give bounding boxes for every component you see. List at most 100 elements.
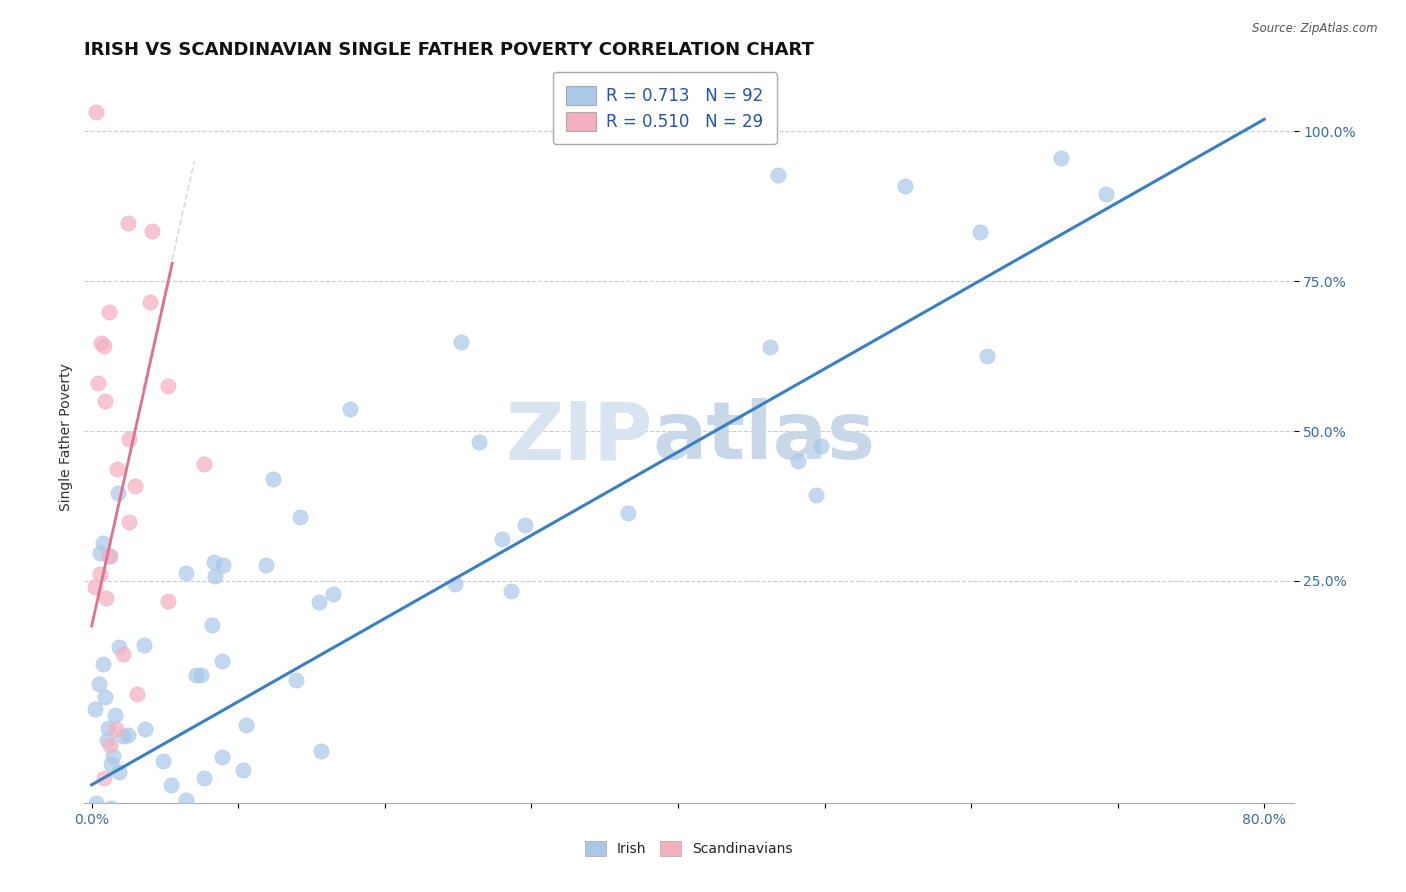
Point <box>159 778 181 792</box>
Point <box>96 733 118 747</box>
Point <box>141 224 163 238</box>
Point <box>98 549 121 563</box>
Point <box>308 595 330 609</box>
Point <box>254 558 277 572</box>
Point <box>969 225 991 239</box>
Point <box>101 876 124 890</box>
Point <box>759 340 782 354</box>
Point <box>134 722 156 736</box>
Point <box>97 722 120 736</box>
Point <box>107 853 129 867</box>
Point <box>1095 187 1118 202</box>
Y-axis label: Single Father Poverty: Single Father Poverty <box>59 363 73 511</box>
Point <box>157 594 180 608</box>
Point <box>309 744 332 758</box>
Point <box>190 667 212 681</box>
Point <box>90 807 112 822</box>
Point <box>101 749 124 764</box>
Point <box>89 566 111 581</box>
Point <box>232 763 254 777</box>
Point <box>491 532 513 546</box>
Point <box>89 677 111 691</box>
Point <box>93 771 115 785</box>
Point <box>118 515 141 529</box>
Text: atlas: atlas <box>652 398 876 476</box>
Point <box>98 738 121 752</box>
Point <box>444 576 467 591</box>
Point <box>124 479 146 493</box>
Point <box>93 690 115 704</box>
Point <box>98 549 121 563</box>
Point <box>238 854 260 868</box>
Point <box>810 439 832 453</box>
Point <box>100 801 122 815</box>
Point <box>111 647 134 661</box>
Point <box>152 755 174 769</box>
Point <box>1133 36 1156 50</box>
Point <box>97 852 120 866</box>
Point <box>94 839 117 854</box>
Point <box>174 793 197 807</box>
Point <box>211 750 233 764</box>
Point <box>204 568 226 582</box>
Point <box>555 805 578 820</box>
Point <box>976 349 998 363</box>
Point <box>112 729 135 743</box>
Point <box>184 667 207 681</box>
Point <box>94 394 117 409</box>
Text: IRISH VS SCANDINAVIAN SINGLE FATHER POVERTY CORRELATION CHART: IRISH VS SCANDINAVIAN SINGLE FATHER POVE… <box>84 41 814 59</box>
Point <box>322 587 344 601</box>
Point <box>93 840 115 855</box>
Point <box>201 618 224 632</box>
Point <box>100 756 122 771</box>
Point <box>97 835 120 849</box>
Point <box>97 304 120 318</box>
Point <box>173 6 195 21</box>
Point <box>104 708 127 723</box>
Point <box>105 806 128 821</box>
Point <box>117 216 139 230</box>
Point <box>202 555 225 569</box>
Point <box>1050 151 1073 165</box>
Point <box>90 335 112 350</box>
Point <box>117 728 139 742</box>
Point <box>107 640 129 654</box>
Point <box>139 295 162 310</box>
Point <box>104 854 127 868</box>
Point <box>766 168 789 182</box>
Point <box>198 812 221 826</box>
Point <box>84 701 107 715</box>
Point <box>87 376 110 390</box>
Point <box>118 432 141 446</box>
Point <box>94 839 117 854</box>
Point <box>105 462 128 476</box>
Point <box>134 638 156 652</box>
Point <box>211 654 233 668</box>
Point <box>125 688 148 702</box>
Point <box>101 847 124 862</box>
Point <box>105 722 128 736</box>
Point <box>894 179 917 194</box>
Point <box>90 807 112 822</box>
Text: Source: ZipAtlas.com: Source: ZipAtlas.com <box>1253 22 1378 36</box>
Point <box>89 546 111 560</box>
Point <box>193 772 215 786</box>
Point <box>84 580 107 594</box>
Point <box>787 454 810 468</box>
Point <box>235 718 257 732</box>
Point <box>96 591 118 606</box>
Point <box>450 334 472 349</box>
Point <box>468 435 491 450</box>
Point <box>501 584 523 599</box>
Point <box>284 673 307 687</box>
Text: ZIP: ZIP <box>505 398 652 476</box>
Point <box>157 379 180 393</box>
Point <box>84 104 107 119</box>
Point <box>193 457 215 471</box>
Point <box>93 657 115 671</box>
Point <box>176 566 198 581</box>
Point <box>204 833 226 847</box>
Point <box>93 339 115 353</box>
Point <box>617 506 640 520</box>
Point <box>86 796 108 810</box>
